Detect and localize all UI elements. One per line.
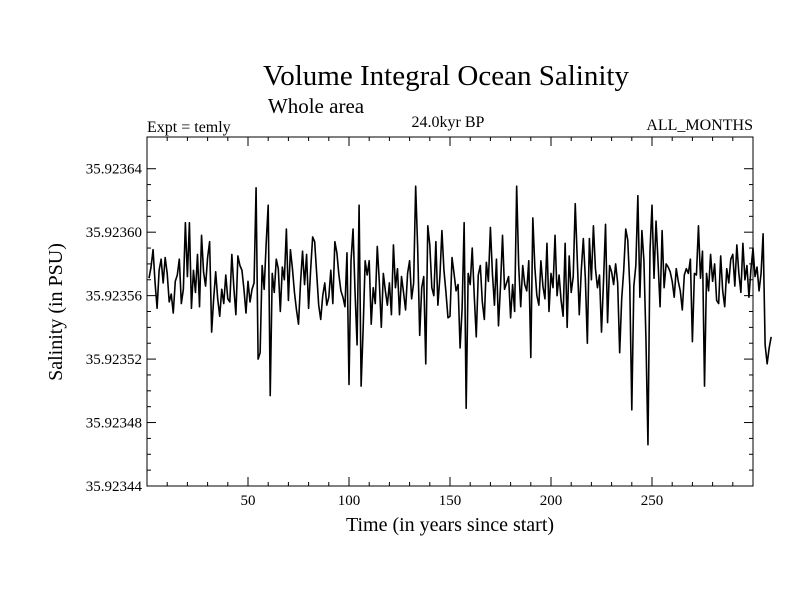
x-tick-label: 100	[338, 493, 361, 509]
period-label: 24.0kyr BP	[412, 114, 485, 131]
y-axis: 35.92344 35.92348 35.92352 35.92356 35.92360…	[86, 162, 753, 495]
plot-frame	[146, 136, 754, 487]
y-tick-label: 35.92364	[86, 162, 143, 178]
x-tick-label: 150	[439, 493, 462, 509]
x-axis: 50 100 150 200 250	[166, 137, 734, 509]
months-label: ALL_MONTHS	[646, 117, 753, 134]
y-tick-label: 35.92356	[86, 289, 143, 305]
y-tick-label: 35.92348	[86, 416, 142, 432]
experiment-label: Expt = temly	[147, 119, 231, 136]
x-tick-label: 250	[641, 493, 664, 509]
x-tick-label: 50	[241, 493, 256, 509]
chart-subtitle: Whole area	[268, 94, 365, 118]
x-tick-label: 200	[540, 493, 563, 509]
chart-title: Volume Integral Ocean Salinity	[263, 60, 629, 92]
y-tick-label: 35.92360	[86, 225, 142, 241]
salinity-series-line	[148, 185, 772, 446]
y-axis-label: Salinity (in PSU)	[45, 243, 67, 381]
y-tick-label: 35.92344	[86, 479, 143, 495]
x-axis-label: Time (in years since start)	[346, 514, 554, 536]
y-tick-label: 35.92352	[86, 352, 142, 368]
